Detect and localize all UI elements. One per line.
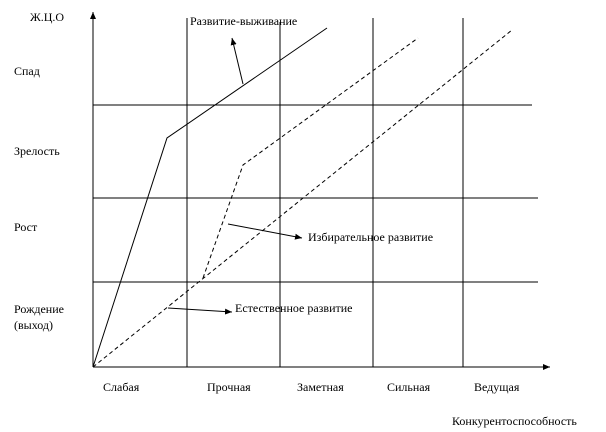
stage-label: Зрелость — [14, 144, 60, 158]
x-category: Заметная — [297, 380, 344, 394]
x-category: Ведущая — [474, 380, 520, 394]
x-category: Слабая — [103, 380, 140, 394]
y-axis-title: Ж.Ц.О — [30, 10, 64, 24]
annotation: Избирательное развитие — [308, 230, 433, 244]
x-axis-title: Конкурентоспособность — [452, 414, 577, 428]
natural-line — [92, 29, 513, 368]
annotation: Естественное развитие — [235, 301, 352, 315]
x-category: Прочная — [207, 380, 251, 394]
stage-label: Рост — [14, 220, 38, 234]
selective-line — [202, 37, 419, 279]
x-category: Сильная — [387, 380, 431, 394]
arrow — [167, 307, 233, 315]
annotation: Развитие-выживание — [190, 14, 297, 28]
stage-label: Рождение — [14, 302, 64, 316]
arrow — [227, 223, 303, 240]
arrow — [230, 37, 244, 85]
stage-label: Спад — [14, 64, 40, 78]
survival-line — [92, 27, 328, 368]
grid — [93, 18, 538, 367]
stage-label: (выход) — [14, 318, 53, 332]
